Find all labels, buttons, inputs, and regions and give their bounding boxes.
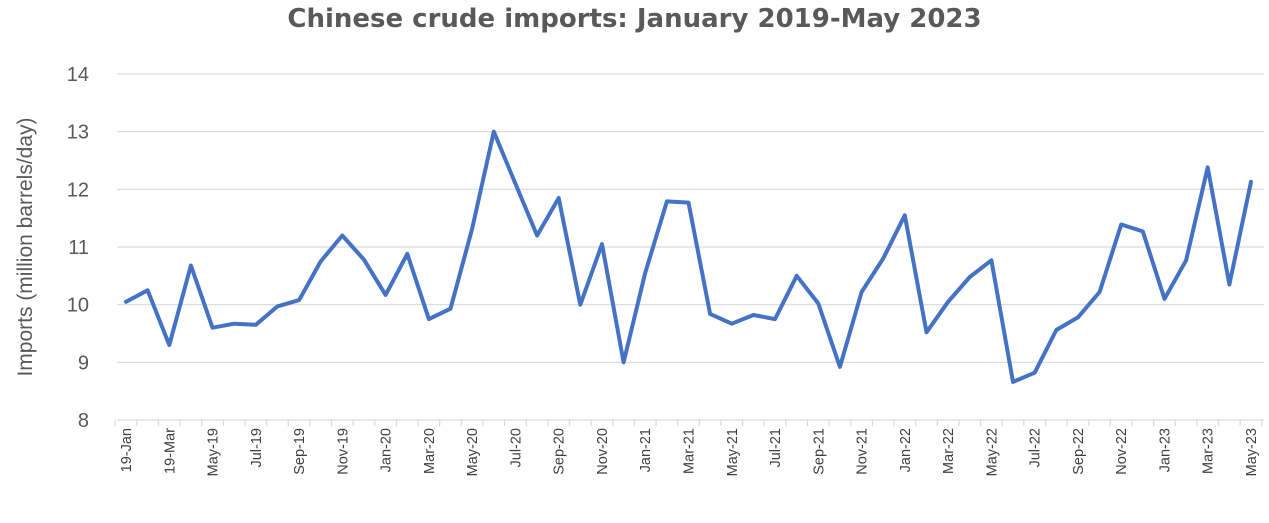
y-tick-label: 11 — [68, 237, 89, 259]
x-tick-label: Sep-19 — [292, 428, 308, 475]
x-tick-label: Mar-21 — [682, 428, 698, 474]
x-tick-label: May-20 — [465, 428, 481, 476]
x-tick-label: May-23 — [1244, 428, 1260, 476]
y-tick-label: 14 — [67, 64, 89, 86]
x-tick-label: Jan-22 — [898, 428, 914, 472]
x-tick-label: Jul-22 — [1028, 428, 1044, 468]
x-tick-label: Sep-22 — [1071, 428, 1087, 475]
y-tick-label: 13 — [67, 122, 89, 144]
x-tick-label: May-22 — [984, 428, 1000, 476]
x-tick-label: 19-Mar — [162, 428, 178, 474]
x-tick-label: Jan-21 — [638, 428, 654, 472]
x-tick-label: Jul-19 — [249, 428, 265, 468]
x-tick-label: 19-Jan — [119, 428, 135, 472]
x-tick-label: Nov-19 — [335, 428, 351, 475]
chart-title: Chinese crude imports: January 2019-May … — [287, 4, 982, 34]
y-tick-label: 12 — [67, 179, 89, 201]
x-tick-label: Jan-23 — [1157, 428, 1173, 472]
x-tick-label: Jul-20 — [508, 428, 524, 468]
grid-lines — [117, 73, 1264, 363]
y-axis-ticks: 8 9 10 11 12 13 14 — [67, 64, 89, 432]
x-tick-label: Sep-20 — [552, 428, 568, 475]
x-axis-ticks: 19-Jan 19-Mar May-19 Jul-19 Sep-19 Nov-19 Jan-… — [114, 420, 1263, 476]
series-layer — [124, 129, 1253, 384]
y-tick-label: 10 — [67, 295, 89, 317]
y-tick-label: 8 — [78, 410, 89, 432]
x-tick-label: Sep-21 — [811, 428, 827, 475]
series-line-imports — [124, 129, 1253, 384]
x-tick-label: Mar-22 — [941, 428, 957, 474]
x-tick-label: Mar-23 — [1201, 428, 1217, 474]
x-tick-label: Jan-20 — [379, 428, 395, 472]
x-tick-label: Nov-21 — [855, 428, 871, 475]
y-axis-label: Imports (million barrels/day) — [14, 117, 37, 376]
y-tick-label: 9 — [78, 352, 89, 374]
x-tick-label: Nov-22 — [1114, 428, 1130, 475]
x-tick-label: May-19 — [206, 428, 222, 476]
x-tick-label: Jul-21 — [768, 428, 784, 468]
x-tick-label: May-21 — [725, 428, 741, 476]
x-tick-label: Nov-20 — [595, 428, 611, 475]
x-tick-label: Mar-20 — [422, 428, 438, 474]
